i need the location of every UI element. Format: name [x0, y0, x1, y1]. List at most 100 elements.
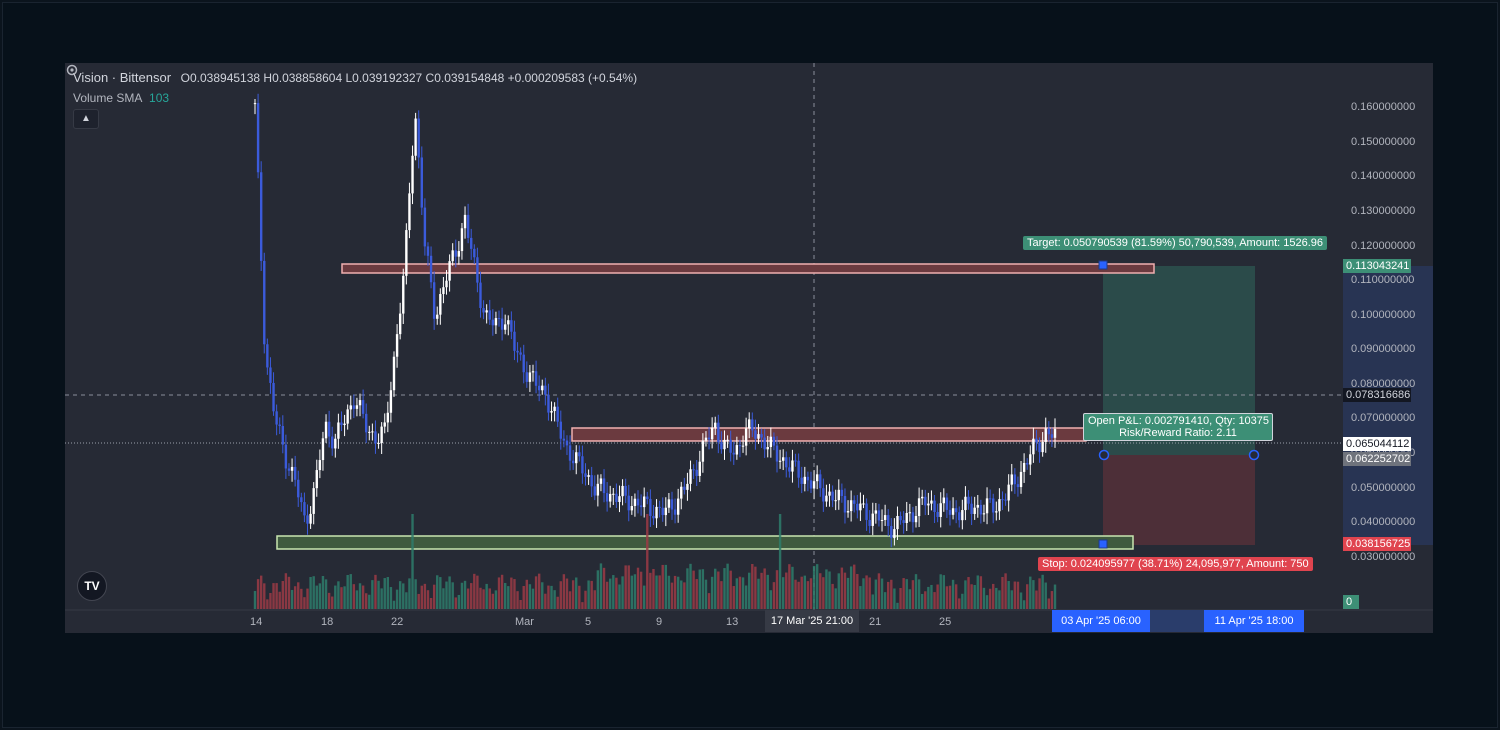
volume-bar	[519, 599, 522, 609]
volume-bar	[633, 574, 637, 609]
price-axis-label: 0.050000000	[1351, 481, 1416, 494]
candle-body	[701, 440, 705, 462]
volume-bar	[673, 575, 677, 609]
price-chart-svg[interactable]	[65, 63, 1433, 633]
volume-bar	[297, 582, 300, 609]
volume-bar	[284, 573, 288, 609]
volume-bar	[917, 579, 921, 609]
volume-bar	[426, 590, 430, 609]
candle-body	[673, 509, 677, 515]
price-axis-label: 0.030000000	[1351, 550, 1416, 563]
candle-body	[547, 394, 550, 413]
candle-body	[544, 385, 547, 395]
candle-body	[992, 498, 995, 513]
pnl-label[interactable]: Open P&L: 0.002791410, Qty: 10375 Risk/R…	[1083, 413, 1273, 441]
volume-bar	[485, 583, 488, 609]
volume-bar	[1026, 584, 1029, 609]
candle-body	[596, 483, 600, 496]
volume-bar	[321, 575, 325, 609]
volume-bar	[840, 567, 844, 609]
candle-body	[605, 493, 609, 502]
volume-bar	[680, 580, 683, 609]
volume-bar	[707, 593, 711, 609]
volume-bar	[312, 576, 315, 609]
candle-body	[1038, 442, 1041, 453]
candle-body	[284, 444, 288, 469]
candle-body	[667, 499, 671, 508]
candle-body	[924, 496, 927, 506]
volume-bar	[741, 577, 745, 609]
volume-bar	[698, 569, 701, 609]
volume-bar	[646, 514, 649, 609]
candle-body	[571, 460, 575, 464]
time-axis-label: Mar	[515, 616, 534, 628]
candle-body	[590, 475, 593, 487]
volume-bar	[723, 568, 726, 609]
volume-bar	[445, 581, 448, 609]
tradingview-logo[interactable]: TV	[77, 571, 107, 601]
volume-bar	[318, 583, 322, 609]
candle-body	[541, 385, 544, 391]
candle-body	[263, 260, 266, 345]
chevron-up-icon[interactable]: ▲	[73, 109, 99, 129]
candle-body	[661, 507, 664, 516]
candle-body	[1050, 434, 1054, 438]
candle-body	[355, 405, 359, 409]
time-axis-label: 5	[585, 616, 592, 628]
volume-bar	[624, 565, 627, 609]
volume-label: Volume SMA	[73, 91, 142, 105]
volume-bar	[1035, 590, 1038, 609]
stop-handle[interactable]	[1098, 539, 1108, 549]
resistance-zone-middle[interactable]	[571, 427, 1087, 442]
volume-bar	[630, 575, 634, 609]
gear-icon[interactable]	[65, 63, 79, 77]
volume-bar	[460, 582, 464, 609]
candle-body	[584, 473, 587, 477]
candle-body	[398, 313, 402, 335]
price-axis-label: 0.080000000	[1351, 377, 1416, 390]
support-zone[interactable]	[276, 535, 1134, 550]
time-axis-label: 21	[869, 616, 882, 628]
candle-body	[553, 406, 556, 412]
volume-bar	[1010, 590, 1013, 609]
volume-bar	[275, 583, 278, 609]
stop-label[interactable]: Stop: 0.024095977 (38.71%) 24,095,977, A…	[1038, 557, 1313, 571]
target-handle[interactable]	[1098, 260, 1108, 270]
entry-handle-left[interactable]	[1098, 449, 1110, 461]
candle-body	[349, 405, 352, 410]
volume-bar	[899, 587, 902, 609]
candle-body	[754, 430, 757, 439]
volume-bar	[933, 592, 936, 609]
candle-body	[402, 275, 405, 314]
loss-zone[interactable]	[1103, 455, 1255, 545]
volume-bar	[1013, 581, 1017, 609]
volume-bar	[432, 584, 436, 609]
symbol-name[interactable]: Vision · Bittensor	[73, 70, 172, 85]
volume-bar	[581, 602, 584, 609]
volume-bar	[300, 588, 303, 609]
candle-body	[293, 466, 297, 480]
volume-bar	[436, 575, 439, 609]
volume-bar	[704, 579, 708, 609]
candle-body	[890, 526, 893, 539]
volume-bar	[652, 568, 655, 609]
candle-body	[516, 350, 519, 353]
volume-bar	[914, 574, 918, 609]
target-label[interactable]: Target: 0.050790539 (81.59%) 50,790,539,…	[1023, 236, 1328, 250]
volume-bar	[819, 573, 822, 609]
candle-body	[510, 320, 513, 332]
entry-handle-right[interactable]	[1248, 449, 1260, 461]
candle-body	[256, 103, 260, 173]
volume-bar	[448, 576, 451, 609]
candle-body	[287, 468, 291, 471]
candle-body	[862, 503, 865, 505]
volume-bar	[828, 571, 831, 609]
chart-pane[interactable]: Vision · Bittensor O0.038945138 H0.03885…	[65, 63, 1433, 633]
resistance-zone-upper[interactable]	[341, 263, 1155, 274]
candle-body	[778, 460, 782, 462]
candle-body	[1004, 499, 1007, 501]
volume-bar	[621, 576, 624, 609]
volume-bar	[649, 572, 652, 609]
volume-bar	[528, 584, 532, 609]
candle-body	[358, 400, 362, 406]
